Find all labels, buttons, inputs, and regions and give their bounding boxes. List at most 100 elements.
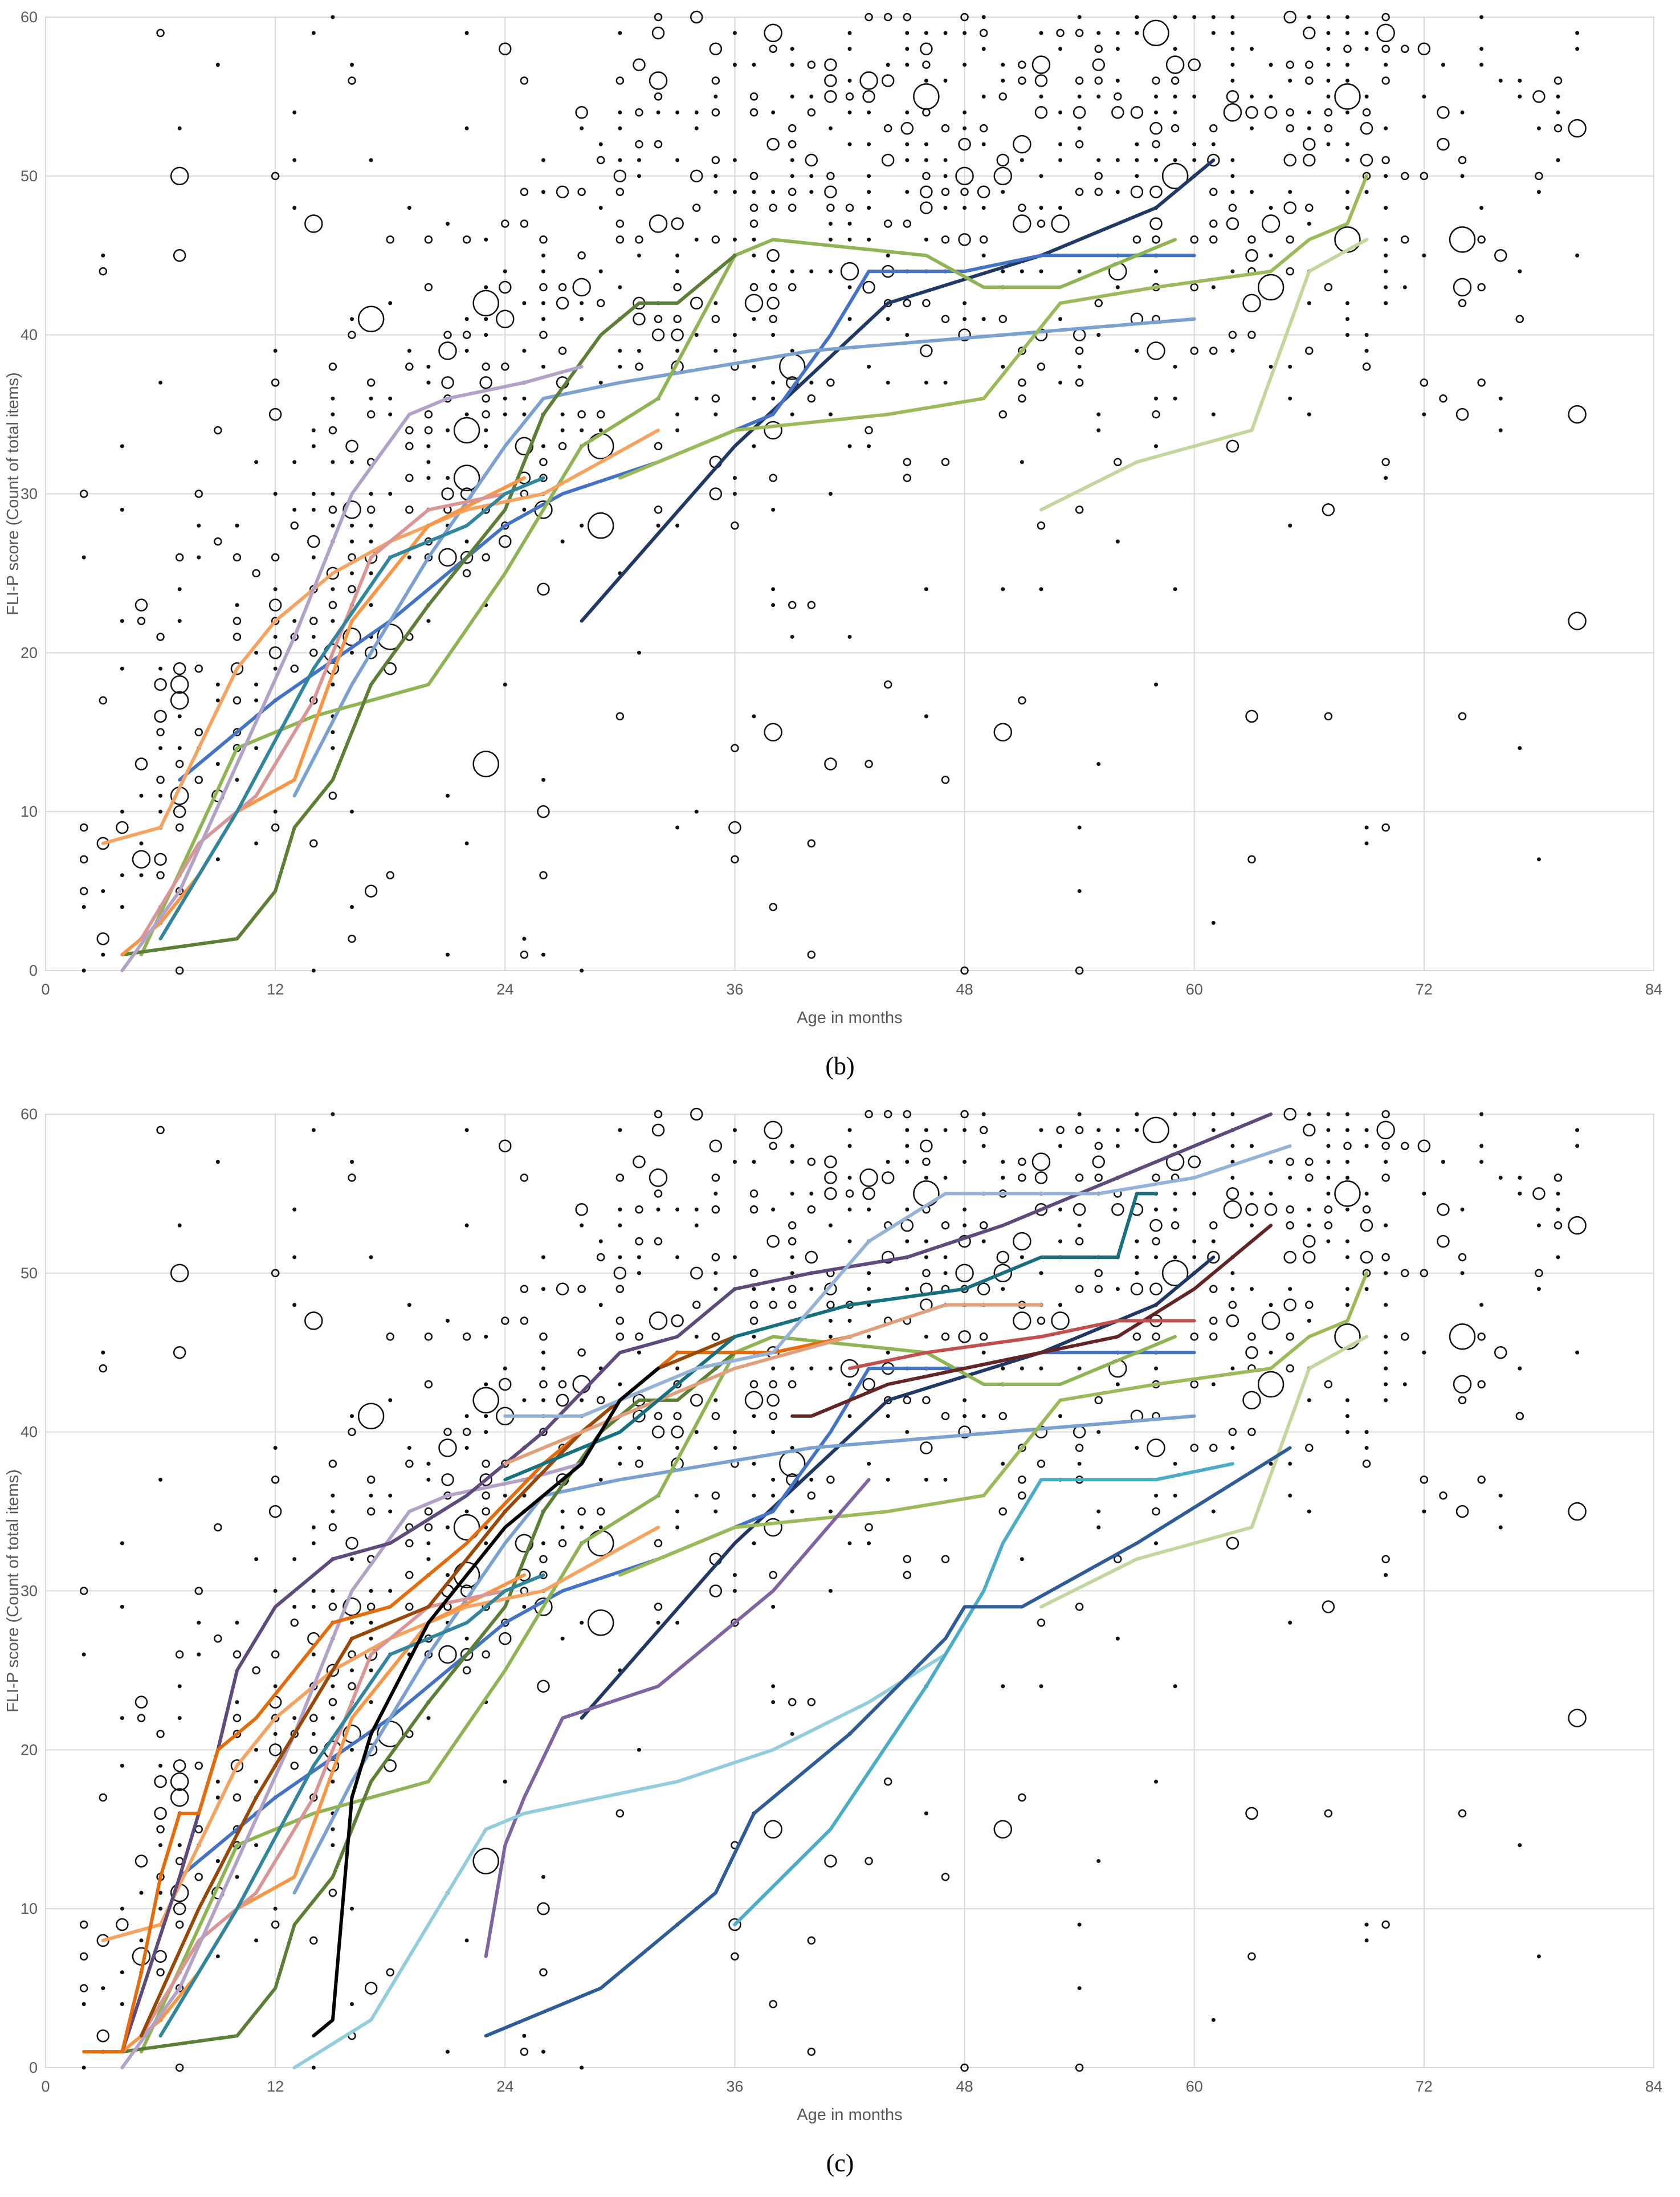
- observation-marker: [1211, 31, 1216, 35]
- observation-marker: [464, 412, 469, 417]
- observation-marker: [405, 1539, 414, 1548]
- observation-marker: [1479, 1112, 1484, 1116]
- observation-marker: [177, 1684, 182, 1689]
- observation-marker: [377, 1721, 403, 1747]
- observation-marker: [615, 1316, 625, 1325]
- observation-marker: [732, 1573, 737, 1578]
- observation-marker: [1173, 94, 1177, 99]
- observation-marker: [520, 950, 529, 959]
- observation-marker: [350, 63, 354, 67]
- observation-marker: [790, 1271, 794, 1275]
- observation-marker: [732, 1160, 737, 1164]
- observation-marker: [675, 1525, 680, 1530]
- observation-marker: [993, 723, 1013, 741]
- observation-marker: [1037, 219, 1046, 228]
- observation-marker: [1075, 347, 1084, 355]
- observation-marker: [1269, 253, 1273, 258]
- observation-marker: [482, 1460, 490, 1468]
- observation-marker: [1075, 28, 1084, 38]
- observation-marker: [618, 285, 622, 290]
- observation-marker: [407, 555, 411, 560]
- observation-marker: [905, 1207, 910, 1212]
- observation-marker: [732, 349, 737, 353]
- trajectory-line-case-20: [503, 1192, 1158, 1482]
- observation-marker: [1257, 274, 1285, 301]
- observation-marker: [369, 603, 373, 608]
- observation-marker: [847, 1128, 852, 1132]
- observation-marker: [81, 904, 86, 909]
- observation-marker: [197, 1652, 201, 1657]
- observation-marker: [1568, 1216, 1587, 1235]
- observation-marker: [1018, 1157, 1026, 1166]
- observation-marker: [649, 214, 668, 233]
- observation-marker: [1343, 44, 1352, 54]
- observation-marker: [1001, 1366, 1005, 1371]
- observation-marker: [1307, 15, 1311, 19]
- observation-marker: [744, 1391, 764, 1410]
- observation-marker: [732, 1446, 737, 1450]
- observation-marker: [1192, 1239, 1197, 1244]
- observation-marker: [1261, 1311, 1281, 1330]
- observation-marker: [847, 47, 852, 51]
- observation-marker: [1075, 1173, 1084, 1182]
- observation-marker: [941, 124, 950, 133]
- trajectory-line-case-3: [292, 1414, 1196, 1895]
- observation-marker: [886, 1477, 890, 1482]
- observation-marker: [1230, 190, 1235, 194]
- observation-marker: [1498, 1176, 1503, 1180]
- observation-marker: [1364, 1128, 1369, 1132]
- observation-marker: [637, 650, 641, 655]
- observation-marker: [1190, 347, 1198, 355]
- observation-marker: [309, 649, 318, 657]
- observation-marker: [597, 299, 605, 308]
- observation-marker: [671, 217, 684, 230]
- observation-marker: [826, 203, 835, 212]
- observation-marker: [1307, 301, 1311, 305]
- observation-marker: [941, 1555, 950, 1563]
- observation-marker: [1326, 142, 1331, 146]
- observation-marker: [1364, 1922, 1369, 1927]
- observation-marker: [369, 1589, 373, 1593]
- observation-marker: [1458, 156, 1467, 165]
- observation-marker: [1324, 1221, 1333, 1230]
- observation-marker: [541, 269, 545, 274]
- observation-marker: [558, 283, 567, 292]
- observation-marker: [580, 126, 584, 131]
- observation-marker: [941, 1332, 950, 1341]
- observation-marker: [1264, 106, 1278, 119]
- observation-marker: [1149, 217, 1163, 230]
- observation-marker: [311, 492, 316, 496]
- y-axis-title: FLI-P score (Count of total items): [4, 372, 22, 616]
- observation-marker: [654, 140, 663, 149]
- observation-marker: [828, 1223, 833, 1228]
- observation-marker: [369, 1255, 373, 1259]
- observation-marker: [1154, 1493, 1159, 1498]
- observation-marker: [981, 15, 986, 19]
- observation-marker: [981, 142, 986, 146]
- observation-marker: [905, 31, 910, 35]
- trajectory-line-case-8: [101, 1526, 660, 1942]
- observation-marker: [963, 1223, 967, 1228]
- observation-marker: [580, 428, 584, 433]
- observation-marker: [996, 1250, 1010, 1264]
- observation-marker: [867, 174, 871, 178]
- observation-marker: [268, 1743, 282, 1756]
- observation-marker: [598, 1303, 603, 1307]
- observation-marker: [694, 396, 699, 401]
- observation-marker: [1037, 362, 1046, 371]
- observation-marker: [235, 777, 239, 782]
- observation-marker: [120, 1541, 124, 1546]
- observation-marker: [235, 1620, 239, 1625]
- observation-marker: [311, 428, 316, 433]
- observation-marker: [560, 1636, 565, 1641]
- observation-marker: [1532, 1187, 1546, 1200]
- observation-marker: [309, 1936, 318, 1945]
- observation-marker: [1334, 83, 1361, 110]
- observation-marker: [790, 47, 794, 51]
- observation-marker: [809, 94, 814, 99]
- observation-marker: [1250, 126, 1254, 131]
- observation-marker: [158, 1477, 163, 1482]
- observation-marker: [1094, 76, 1103, 85]
- observation-marker: [1362, 1205, 1371, 1214]
- observation-marker: [520, 1285, 529, 1293]
